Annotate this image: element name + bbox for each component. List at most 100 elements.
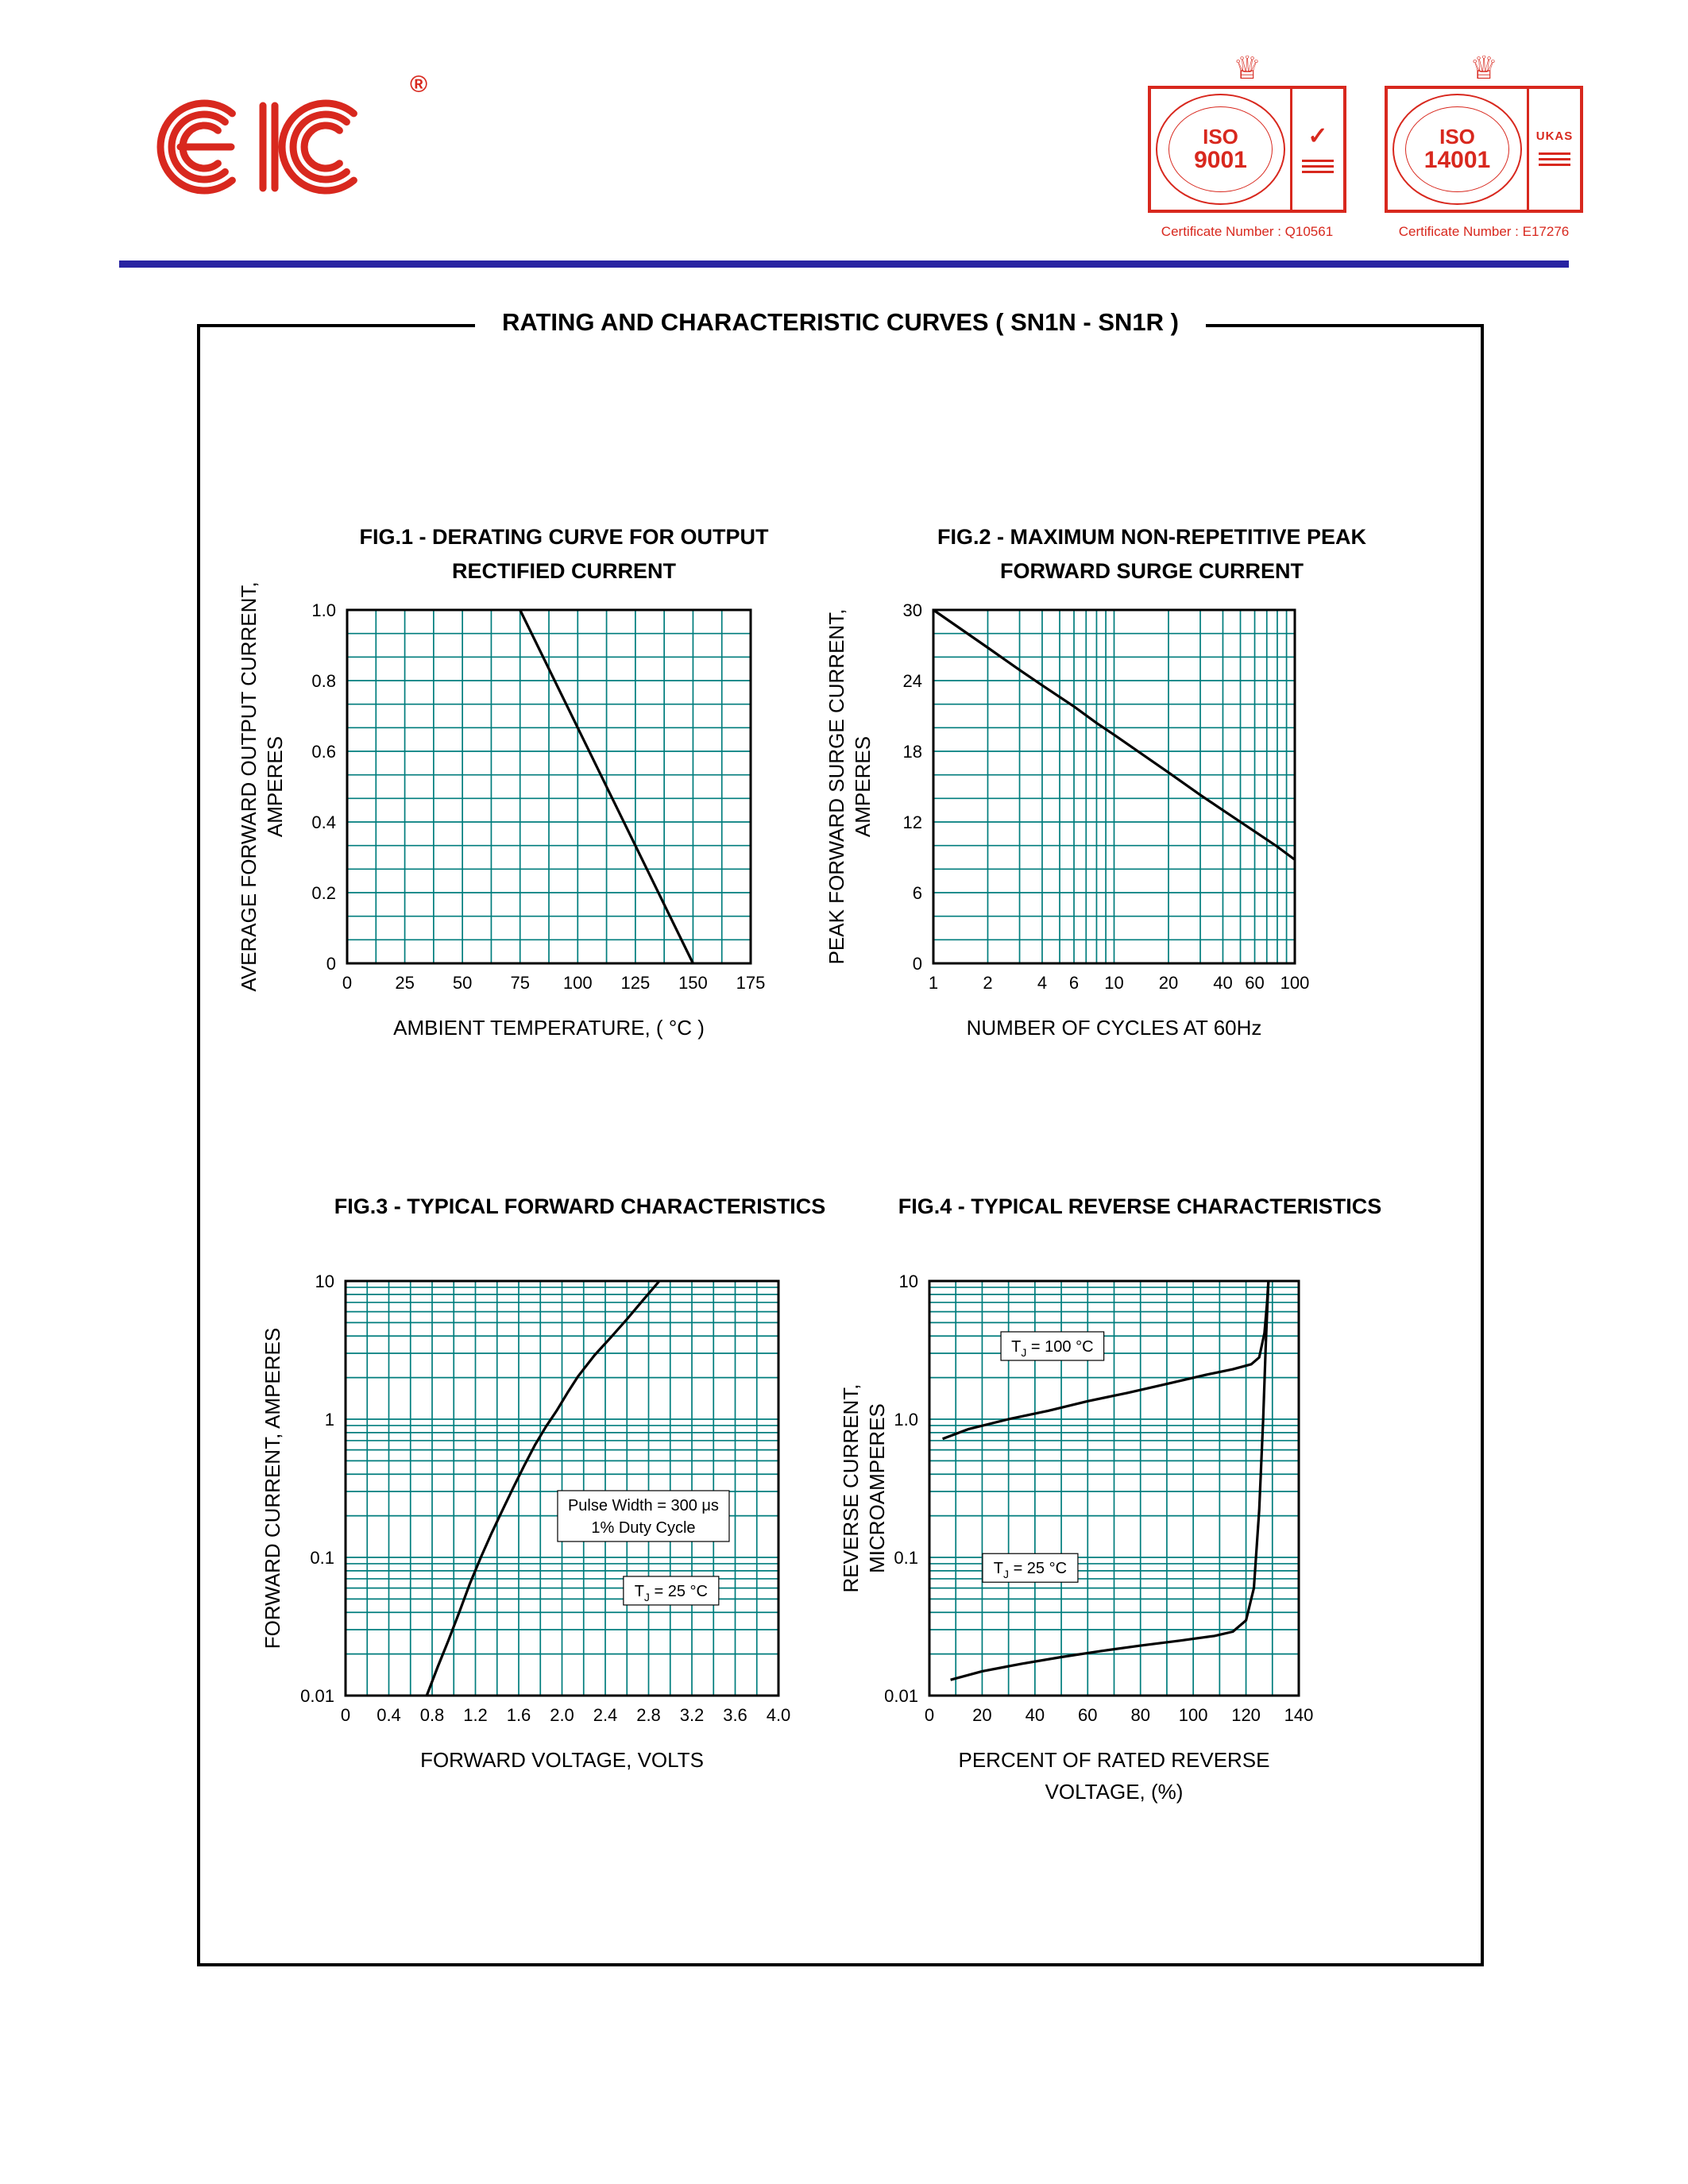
seal-inner-ring (1405, 106, 1509, 192)
svg-text:150: 150 (678, 973, 708, 993)
svg-text:4: 4 (1037, 973, 1047, 993)
svg-text:12: 12 (903, 812, 922, 832)
logo-letter-e (156, 99, 236, 195)
svg-text:4.0: 4.0 (767, 1705, 791, 1725)
svg-text:10: 10 (1104, 973, 1123, 993)
svg-text:60: 60 (1078, 1705, 1097, 1725)
svg-text:0.01: 0.01 (884, 1686, 918, 1706)
svg-text:0: 0 (925, 1705, 934, 1725)
chart-fig4: TJ = 100 °C TJ = 25 °C FIG.4 - TYPICAL REV… (794, 1175, 1446, 1835)
svg-text:20: 20 (972, 1705, 991, 1725)
svg-text:0.2: 0.2 (311, 883, 336, 903)
svg-text:FIG.3 - TYPICAL FORWARD CHARAC: FIG.3 - TYPICAL FORWARD CHARACTERISTICS (334, 1194, 826, 1218)
registered-trademark: ® (410, 71, 428, 98)
svg-text:30: 30 (903, 600, 922, 620)
eic-logo (156, 99, 357, 195)
stamp-marks (1539, 149, 1570, 169)
svg-text:AMPERES: AMPERES (263, 736, 287, 837)
seal-ring (1393, 94, 1522, 205)
svg-text:100: 100 (1280, 973, 1310, 993)
svg-text:1.0: 1.0 (311, 600, 336, 620)
seal-inner-ring (1168, 106, 1273, 192)
svg-text:3.2: 3.2 (680, 1705, 705, 1725)
chart-fig2: FIG.2 - MAXIMUM NON-REPETITIVE PEAK FORWA… (794, 508, 1446, 1064)
svg-text:0: 0 (342, 973, 352, 993)
svg-text:0.1: 0.1 (310, 1548, 334, 1568)
certificate-number: Certificate Number : E17276 (1398, 224, 1570, 239)
svg-text:40: 40 (1213, 973, 1232, 993)
svg-text:6: 6 (913, 883, 922, 903)
svg-text:3.6: 3.6 (723, 1705, 747, 1725)
svg-text:TJ = 25 °C: TJ = 25 °C (994, 1560, 1067, 1580)
iso9001-label: ISO 9001 (1194, 124, 1247, 173)
svg-text:2.0: 2.0 (550, 1705, 574, 1725)
svg-text:100: 100 (563, 973, 593, 993)
svg-text:0.1: 0.1 (894, 1548, 918, 1568)
svg-text:0.01: 0.01 (300, 1686, 334, 1706)
iso9001-stamp: ♕ ISO 9001 ✓ Certificate Number : Q10561 (1148, 52, 1346, 240)
svg-text:FORWARD VOLTAGE, VOLTS: FORWARD VOLTAGE, VOLTS (420, 1748, 704, 1772)
svg-text:0.4: 0.4 (311, 812, 336, 832)
svg-text:50: 50 (453, 973, 472, 993)
svg-text:1.2: 1.2 (463, 1705, 488, 1725)
certificate-number: Certificate Number : Q10561 (1161, 224, 1334, 239)
svg-text:NUMBER OF CYCLES AT 60Hz: NUMBER OF CYCLES AT 60Hz (967, 1016, 1262, 1040)
svg-text:100: 100 (1179, 1705, 1208, 1725)
svg-text:RECTIFIED CURRENT: RECTIFIED CURRENT (452, 559, 677, 583)
svg-text:20: 20 (1159, 973, 1178, 993)
svg-text:10: 10 (899, 1271, 918, 1291)
header-rule (119, 260, 1569, 268)
crown-icon: ♕ (1470, 51, 1498, 86)
curves-box: RATING AND CHARACTERISTIC CURVES ( SN1N … (197, 308, 1484, 1966)
svg-text:Pulse Width = 300 μs: Pulse Width = 300 μs (568, 1497, 719, 1515)
svg-text:120: 120 (1231, 1705, 1261, 1725)
ukas-label: UKAS (1535, 129, 1574, 143)
chart-fig1: FIG.1 - DERATING CURVE FOR OUTPUT RECTIFI… (199, 508, 842, 1064)
svg-text:40: 40 (1026, 1705, 1045, 1725)
svg-text:FIG.1 - DERATING CURVE FOR OUT: FIG.1 - DERATING CURVE FOR OUTPUT (359, 525, 769, 549)
svg-text:REVERSE CURRENT,: REVERSE CURRENT, (839, 1384, 863, 1593)
svg-text:1: 1 (325, 1410, 334, 1430)
check-icon: ✓ (1308, 123, 1328, 149)
svg-text:FIG.2 - MAXIMUM NON-REPETITIVE: FIG.2 - MAXIMUM NON-REPETITIVE PEAK (937, 525, 1367, 549)
svg-text:0: 0 (326, 954, 336, 974)
crown-icon: ♕ (1233, 51, 1261, 86)
stamp-marks (1302, 156, 1334, 176)
svg-text:60: 60 (1245, 973, 1264, 993)
iso14001-label: ISO 14001 (1423, 124, 1491, 173)
iso-stamps: ♕ ISO 9001 ✓ Certificate Number : Q10561 (1148, 52, 1583, 240)
logo-letter-c (278, 99, 357, 195)
svg-text:FORWARD SURGE CURRENT: FORWARD SURGE CURRENT (1000, 559, 1304, 583)
svg-text:MICROAMPERES: MICROAMPERES (865, 1403, 889, 1573)
svg-text:0: 0 (341, 1705, 350, 1725)
svg-text:0: 0 (913, 954, 922, 974)
svg-text:10: 10 (315, 1271, 334, 1291)
seal-ring (1156, 94, 1285, 205)
svg-text:VOLTAGE, (%): VOLTAGE, (%) (1045, 1780, 1184, 1804)
svg-text:6: 6 (1069, 973, 1079, 993)
svg-text:2.4: 2.4 (593, 1705, 618, 1725)
svg-text:TJ = 25 °C: TJ = 25 °C (635, 1583, 708, 1603)
svg-text:0.6: 0.6 (311, 742, 336, 762)
svg-text:PERCENT OF RATED REVERSE: PERCENT OF RATED REVERSE (959, 1748, 1270, 1772)
svg-text:24: 24 (903, 671, 922, 691)
svg-text:0.4: 0.4 (377, 1705, 401, 1725)
page-title: RATING AND CHARACTERISTIC CURVES ( SN1N … (475, 308, 1206, 337)
iso14001-stamp: ♕ ISO 14001 UKAS Certificate Number : E1… (1385, 52, 1583, 240)
svg-text:80: 80 (1130, 1705, 1149, 1725)
svg-text:AMBIENT TEMPERATURE, ( °C ): AMBIENT TEMPERATURE, ( °C ) (393, 1016, 705, 1040)
svg-text:1.6: 1.6 (507, 1705, 531, 1725)
svg-text:2.8: 2.8 (636, 1705, 661, 1725)
svg-text:125: 125 (620, 973, 650, 993)
chart-fig3: Pulse Width = 300 μs 1% Duty Cycle TJ = 25… (199, 1175, 842, 1835)
svg-text:18: 18 (903, 742, 922, 762)
svg-text:TJ = 100 °C: TJ = 100 °C (1011, 1338, 1093, 1359)
svg-text:AMPERES: AMPERES (851, 736, 875, 837)
svg-text:2: 2 (983, 973, 992, 993)
svg-text:75: 75 (510, 973, 529, 993)
svg-text:25: 25 (395, 973, 414, 993)
svg-text:0.8: 0.8 (311, 671, 336, 691)
svg-text:0.8: 0.8 (420, 1705, 445, 1725)
svg-text:1: 1 (929, 973, 938, 993)
